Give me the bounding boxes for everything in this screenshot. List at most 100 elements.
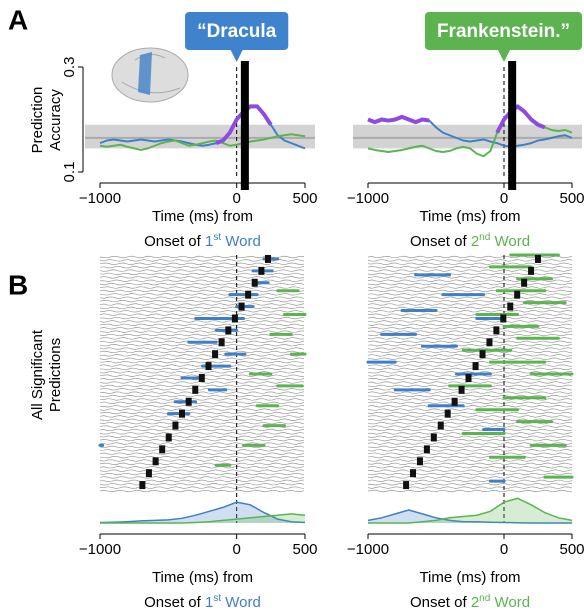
trial-trace bbox=[99, 367, 305, 371]
y-tick-label: 0.1 bbox=[61, 162, 78, 183]
trial-trace bbox=[99, 432, 305, 435]
callout: Frankenstein.” bbox=[424, 12, 582, 62]
trial-trace bbox=[367, 347, 573, 350]
x-axis-label-part: st bbox=[213, 232, 221, 243]
trial-trace bbox=[99, 459, 305, 462]
onset-marker bbox=[225, 326, 232, 335]
trial-trace bbox=[367, 306, 573, 310]
onset-marker bbox=[521, 278, 528, 287]
trial-trace bbox=[367, 425, 573, 428]
trial-trace bbox=[367, 452, 573, 455]
trial-trace bbox=[367, 303, 573, 306]
trial-trace bbox=[99, 360, 305, 364]
trial-trace bbox=[367, 404, 573, 408]
onset-marker bbox=[437, 421, 444, 430]
onset-marker bbox=[179, 409, 185, 418]
trial-trace bbox=[99, 289, 305, 293]
trial-trace bbox=[367, 398, 573, 401]
trial-trace bbox=[99, 276, 305, 279]
trial-trace bbox=[99, 337, 305, 340]
trial-trace bbox=[367, 472, 573, 476]
x-axis-label: Time (ms) from bbox=[419, 208, 520, 225]
x-axis-label: Time (ms) from bbox=[152, 569, 253, 586]
x-axis-label-part: 2 bbox=[471, 233, 479, 250]
trial-trace bbox=[99, 438, 305, 442]
x-axis-label-part: Word bbox=[221, 233, 261, 250]
onset-marker bbox=[430, 433, 437, 442]
trial-trace bbox=[367, 466, 573, 469]
onset-marker bbox=[231, 314, 238, 323]
trial-trace bbox=[99, 449, 305, 452]
trial-trace bbox=[367, 411, 573, 415]
onset-marker bbox=[198, 373, 205, 382]
x-axis-label-part: 1 bbox=[205, 594, 213, 611]
onset-marker bbox=[238, 302, 245, 311]
trial-trace bbox=[99, 394, 305, 398]
y-axis-label: Predictions bbox=[47, 338, 64, 412]
y-axis-label: Prediction bbox=[29, 87, 46, 154]
trial-trace bbox=[367, 418, 573, 422]
onset-marker bbox=[139, 481, 146, 490]
onset-marker bbox=[403, 481, 410, 490]
trial-trace bbox=[99, 391, 305, 394]
x-axis-label: Onset of 2nd Word bbox=[410, 593, 530, 611]
trial-trace bbox=[99, 388, 305, 391]
onset-marker bbox=[493, 326, 500, 335]
trial-trace bbox=[367, 479, 573, 483]
trial-trace bbox=[99, 398, 305, 401]
onset-marker bbox=[458, 385, 465, 394]
x-axis-label-part: 1 bbox=[205, 233, 213, 250]
trial-trace bbox=[99, 303, 305, 306]
x-tick-label: −1000 bbox=[347, 190, 389, 207]
trial-trace bbox=[99, 262, 305, 266]
null-band bbox=[353, 124, 582, 149]
trial-trace bbox=[367, 482, 573, 486]
x-tick-label: 500 bbox=[559, 190, 584, 207]
trial-trace bbox=[367, 265, 573, 269]
callout-pointer bbox=[498, 50, 510, 62]
trial-trace bbox=[367, 316, 573, 320]
trial-trace bbox=[99, 347, 305, 350]
x-axis-label-part: st bbox=[213, 593, 221, 604]
trial-trace bbox=[99, 313, 305, 316]
onset-marker bbox=[500, 314, 507, 323]
trial-trace bbox=[99, 350, 305, 354]
density-line bbox=[368, 497, 573, 524]
y-axis-label: Accuracy bbox=[47, 89, 64, 151]
x-axis-label: Onset of 1st Word bbox=[144, 232, 261, 250]
x-axis-label-part: Onset of bbox=[144, 594, 205, 611]
trial-trace bbox=[99, 479, 305, 483]
trial-trace bbox=[367, 449, 573, 452]
trial-trace bbox=[367, 320, 573, 323]
trial-trace bbox=[99, 371, 305, 374]
x-axis-label: Time (ms) from bbox=[419, 569, 520, 586]
trial-trace bbox=[99, 452, 305, 455]
trial-trace bbox=[99, 408, 305, 411]
x-axis-label-part: Word bbox=[221, 594, 261, 611]
callout-pointer bbox=[230, 50, 243, 62]
trial-trace bbox=[99, 462, 305, 466]
trial-trace bbox=[367, 428, 573, 432]
x-axis-label-part: Onset of bbox=[410, 233, 471, 250]
onset-marker bbox=[165, 433, 172, 442]
trial-trace bbox=[99, 411, 305, 415]
x-tick-label: 0 bbox=[500, 190, 508, 207]
trial-trace bbox=[99, 272, 305, 276]
trial-trace bbox=[99, 286, 305, 289]
trial-trace bbox=[99, 330, 305, 333]
trial-trace bbox=[367, 408, 573, 411]
onset-marker bbox=[410, 469, 417, 478]
trial-trace bbox=[99, 435, 305, 438]
trial-trace bbox=[367, 391, 573, 394]
trial-trace bbox=[367, 367, 573, 371]
trial-trace bbox=[367, 462, 573, 466]
callout-box bbox=[185, 12, 289, 50]
density-area bbox=[100, 513, 305, 523]
onset-marker bbox=[465, 373, 472, 382]
trial-trace bbox=[99, 455, 305, 459]
trial-trace bbox=[99, 466, 305, 469]
onset-marker bbox=[159, 445, 166, 454]
trial-trace bbox=[99, 415, 305, 418]
trial-trace bbox=[99, 323, 305, 327]
trial-trace bbox=[367, 313, 573, 316]
